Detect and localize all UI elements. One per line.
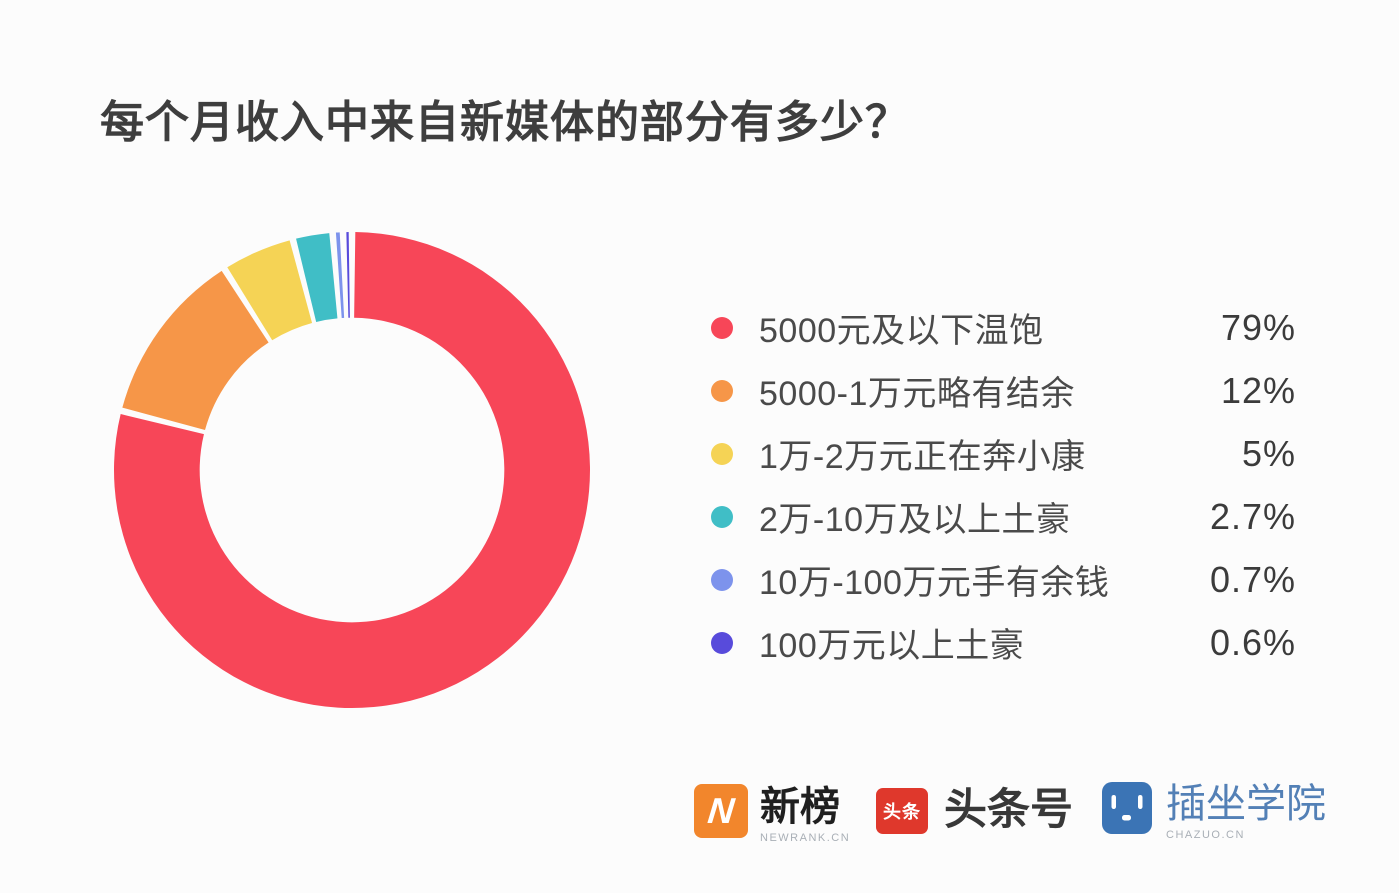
newrank-logo: N 新榜 NEWRANK.CN	[694, 784, 850, 844]
legend-value: 5%	[1241, 432, 1296, 474]
donut-slice	[122, 270, 269, 431]
legend-item: 5000-1万元略有结余 12%	[711, 359, 1296, 422]
legend-label: 100万元以上土豪	[759, 627, 1025, 665]
legend-value: 2.7%	[1209, 495, 1296, 537]
newrank-icon: N	[694, 784, 748, 838]
legend-swatch	[711, 505, 733, 528]
newrank-icon-letter: N	[705, 790, 737, 831]
chart-title: 每个月收入中来自新媒体的部分有多少？	[100, 98, 910, 147]
legend-value: 0.7%	[1209, 558, 1296, 600]
legend-swatch	[711, 568, 733, 591]
legend-item: 1万-2万元正在奔小康 5%	[711, 422, 1296, 485]
legend-swatch	[711, 442, 733, 465]
legend-label: 5000元及以下温饱	[759, 312, 1044, 350]
chart-legend: 5000元及以下温饱 79% 5000-1万元略有结余 12% 1万-2万元正在…	[711, 296, 1296, 674]
legend-swatch	[711, 379, 733, 402]
legend-swatch	[711, 316, 733, 339]
legend-value: 0.6%	[1209, 621, 1296, 663]
legend-item: 5000元及以下温饱 79%	[711, 296, 1296, 359]
brand-footer: N 新榜 NEWRANK.CN 头条 头条号	[0, 778, 1399, 858]
toutiao-title: 头条号	[944, 786, 1073, 835]
toutiao-icon: 头条	[876, 788, 928, 834]
chazuo-subtitle: CHAZUO.CN	[1166, 829, 1245, 841]
chazuo-robot-face-icon	[1102, 782, 1152, 834]
legend-value: 79%	[1220, 306, 1296, 348]
newrank-title: 新榜	[760, 785, 840, 829]
legend-label: 5000-1万元略有结余	[759, 375, 1075, 413]
legend-swatch	[711, 631, 733, 654]
legend-item: 10万-100万元手有余钱 0.7%	[711, 548, 1296, 611]
donut-slice	[296, 233, 338, 322]
chazuo-logo: 插坐学院 CHAZUO.CN	[1102, 782, 1326, 841]
donut-slice	[227, 240, 313, 341]
legend-label: 2万-10万及以上土豪	[759, 501, 1071, 539]
legend-label: 10万-100万元手有余钱	[759, 564, 1110, 602]
legend-value: 12%	[1220, 369, 1296, 411]
legend-item: 100万元以上土豪 0.6%	[711, 611, 1296, 674]
chazuo-title: 插坐学院	[1166, 782, 1326, 826]
toutiao-icon-text: 头条	[883, 802, 921, 822]
robot-face-glyph	[1111, 795, 1143, 821]
donut-slice	[335, 232, 345, 319]
legend-item: 2万-10万及以上土豪 2.7%	[711, 485, 1296, 548]
donut-slice	[346, 232, 350, 318]
donut-slice	[113, 232, 590, 708]
newrank-subtitle: NEWRANK.CN	[760, 832, 851, 844]
toutiao-logo: 头条 头条号	[876, 788, 1073, 834]
legend-label: 1万-2万元正在奔小康	[759, 438, 1086, 476]
